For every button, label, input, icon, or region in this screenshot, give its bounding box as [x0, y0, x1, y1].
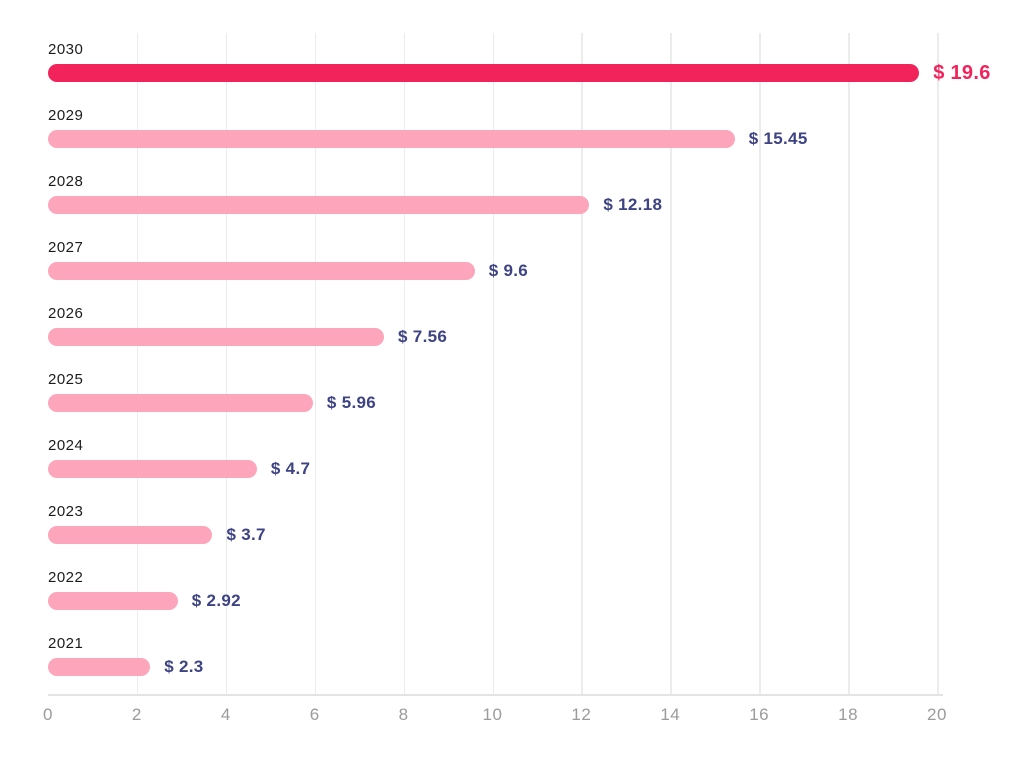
- gridline: [136, 33, 139, 695]
- x-axis-line: [48, 694, 943, 696]
- gridline: [581, 33, 583, 695]
- bar: [48, 394, 313, 412]
- gridline: [670, 33, 672, 695]
- bar: [48, 526, 213, 544]
- bar-line: $ 4.7: [48, 459, 1024, 478]
- bar: [48, 460, 257, 478]
- category-label: 2025: [48, 371, 84, 388]
- bar-row: 2026 $ 7.56: [48, 306, 1024, 366]
- gridline: [492, 33, 494, 695]
- bar-row: 2023 $ 3.7: [48, 504, 1024, 564]
- category-label: 2029: [48, 107, 84, 124]
- category-label: 2027: [48, 239, 84, 256]
- bar-line: $ 3.7: [48, 525, 1024, 544]
- gridline: [314, 33, 317, 695]
- value-label: $ 3.7: [226, 525, 266, 544]
- x-tick-label: 20: [927, 705, 947, 724]
- bar: [48, 592, 178, 610]
- bar-row: 2022 $ 2.92: [48, 570, 1024, 630]
- gridline: [848, 33, 850, 695]
- bar: [48, 658, 151, 676]
- category-label: 2028: [48, 173, 84, 190]
- bar-line: $ 9.6: [48, 261, 1024, 280]
- x-tick-label: 2: [131, 705, 142, 724]
- gridline: [937, 33, 939, 695]
- value-label: $ 7.56: [398, 327, 448, 346]
- value-label: $ 2.92: [191, 591, 241, 610]
- bar-row: 2028 $ 12.18: [48, 174, 1024, 234]
- x-tick-label: 18: [838, 705, 859, 724]
- x-tick-label: 10: [482, 705, 503, 724]
- value-label: $ 2.3: [164, 657, 204, 676]
- value-label: $ 9.6: [488, 261, 529, 280]
- gridline: [759, 33, 761, 695]
- category-label: 2022: [48, 569, 84, 586]
- x-tick-label: 16: [749, 705, 770, 724]
- bar-row: 2027 $ 9.6: [48, 240, 1024, 300]
- gridline: [403, 33, 406, 695]
- bar-line: $ 7.56: [48, 327, 1024, 346]
- bar: [48, 130, 735, 148]
- category-label: 2024: [48, 437, 84, 454]
- bar-highlight: [48, 64, 920, 82]
- x-tick-label: 8: [398, 705, 409, 724]
- bar-line: $ 19.6: [48, 61, 1024, 84]
- x-tick-label: 0: [43, 705, 53, 724]
- bar-row: 2025 $ 5.96: [48, 372, 1024, 432]
- value-label: $ 12.18: [603, 195, 663, 214]
- category-label: 2030: [48, 41, 84, 58]
- value-label: $ 4.7: [270, 459, 311, 478]
- category-label: 2023: [48, 503, 84, 520]
- x-tick-label: 4: [220, 705, 231, 724]
- x-tick-label: 12: [571, 705, 592, 724]
- x-tick-label: 6: [309, 705, 320, 724]
- bar-line: $ 15.45: [48, 129, 1024, 148]
- category-label: 2026: [48, 305, 84, 322]
- bar-line: $ 2.92: [48, 591, 1024, 610]
- value-label: $ 19.6: [933, 61, 991, 84]
- gridline: [225, 33, 228, 695]
- bar-row: 2024 $ 4.7: [48, 438, 1024, 498]
- bar-line: $ 5.96: [48, 393, 1024, 412]
- bar: [48, 262, 475, 280]
- value-label: $ 5.96: [326, 393, 376, 412]
- bar: [48, 328, 385, 346]
- category-label: 2021: [48, 635, 84, 652]
- bar-row: 2030 $ 19.6: [48, 42, 1024, 102]
- bar-row: 2029 $ 15.45: [48, 108, 1024, 168]
- bar-line: $ 12.18: [48, 195, 1024, 214]
- bar-row: 2021 $ 2.3: [48, 636, 1024, 696]
- value-label: $ 15.45: [748, 129, 808, 148]
- bar: [48, 196, 590, 214]
- x-tick-label: 14: [660, 705, 681, 724]
- bar-line: $ 2.3: [48, 657, 1024, 676]
